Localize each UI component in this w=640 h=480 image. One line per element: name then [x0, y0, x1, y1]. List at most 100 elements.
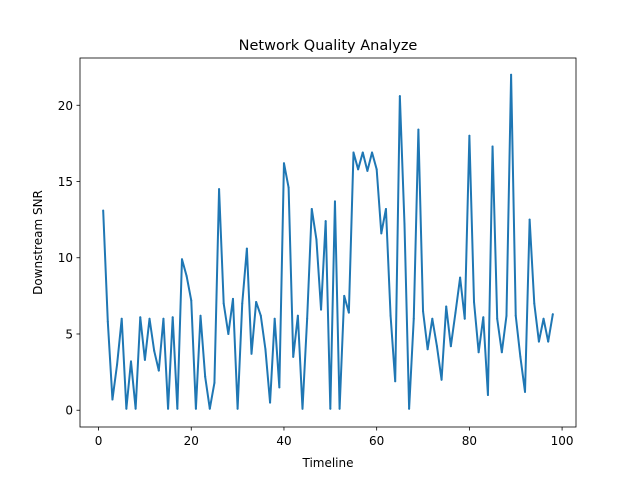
data-point	[510, 73, 513, 76]
data-point	[366, 169, 369, 172]
data-point	[389, 314, 392, 317]
y-tick-label: 20	[58, 99, 73, 113]
data-point	[542, 317, 545, 320]
plot-area	[80, 58, 576, 427]
data-point	[190, 299, 193, 302]
data-point	[547, 340, 550, 343]
x-tick-label: 40	[276, 434, 291, 448]
data-point	[482, 316, 485, 319]
data-point	[463, 317, 466, 320]
y-tick-label: 15	[58, 175, 73, 189]
data-point	[157, 369, 160, 372]
data-point	[292, 355, 295, 358]
data-point	[134, 407, 137, 410]
data-point	[116, 363, 119, 366]
x-tick-label: 20	[184, 434, 199, 448]
data-point	[231, 297, 234, 300]
data-point	[477, 351, 480, 354]
x-tick-label: 0	[95, 434, 103, 448]
data-point	[320, 308, 323, 311]
data-point	[514, 314, 517, 317]
data-point	[468, 134, 471, 137]
data-point	[454, 311, 457, 314]
data-point	[449, 345, 452, 348]
data-point	[120, 317, 123, 320]
data-point	[153, 349, 156, 352]
data-point	[486, 393, 489, 396]
data-point	[403, 223, 406, 226]
data-point	[222, 302, 225, 305]
data-point	[143, 358, 146, 361]
data-point	[287, 186, 290, 189]
data-point	[208, 407, 211, 410]
data-point	[338, 407, 341, 410]
x-axis-label: Timeline	[301, 456, 353, 470]
data-point	[333, 200, 336, 203]
data-point	[412, 317, 415, 320]
data-point	[148, 317, 151, 320]
data-point	[106, 320, 109, 323]
data-point	[324, 220, 327, 223]
data-point	[551, 313, 554, 316]
data-point	[241, 302, 244, 305]
data-point	[347, 311, 350, 314]
data-point	[301, 407, 304, 410]
data-point	[357, 168, 360, 171]
y-tick-label: 10	[58, 251, 73, 265]
data-point	[500, 351, 503, 354]
y-tick-label: 5	[65, 327, 73, 341]
data-point	[519, 355, 522, 358]
data-point	[180, 258, 183, 261]
data-point	[167, 407, 170, 410]
data-point	[426, 348, 429, 351]
data-point	[129, 360, 132, 363]
data-point	[278, 386, 281, 389]
data-point	[185, 275, 188, 278]
data-point	[273, 317, 276, 320]
data-point	[250, 352, 253, 355]
data-point	[227, 332, 230, 335]
data-point	[315, 238, 318, 241]
data-point	[533, 302, 536, 305]
data-point	[213, 381, 216, 384]
data-point	[269, 401, 272, 404]
data-point	[431, 317, 434, 320]
data-point	[245, 247, 248, 250]
x-tick-label: 80	[462, 434, 477, 448]
data-point	[417, 128, 420, 131]
data-point	[384, 207, 387, 210]
data-point	[394, 380, 397, 383]
series-layer	[102, 73, 554, 410]
data-point	[204, 375, 207, 378]
data-point	[199, 314, 202, 317]
data-point	[380, 232, 383, 235]
series-line-0	[102, 73, 554, 410]
data-point	[445, 305, 448, 308]
data-point	[139, 316, 142, 319]
data-point	[306, 317, 309, 320]
data-point	[102, 209, 105, 212]
data-point	[496, 317, 499, 320]
data-point	[352, 151, 355, 154]
data-point	[440, 378, 443, 381]
data-point	[422, 310, 425, 313]
data-point	[361, 151, 364, 154]
data-point	[282, 162, 285, 165]
data-point	[125, 407, 128, 410]
data-point	[236, 407, 239, 410]
data-point	[524, 390, 527, 393]
data-point	[194, 407, 197, 410]
chart-title: Network Quality Analyze	[239, 38, 418, 54]
data-point	[537, 340, 540, 343]
y-axis-label: Downstream SNR	[31, 190, 45, 295]
data-point	[329, 407, 332, 410]
data-point	[375, 168, 378, 171]
data-point	[528, 218, 531, 221]
data-point	[310, 207, 313, 210]
data-point	[408, 407, 411, 410]
data-point	[491, 145, 494, 148]
x-tick-label: 100	[551, 434, 574, 448]
data-point	[459, 276, 462, 279]
data-point	[371, 151, 374, 154]
